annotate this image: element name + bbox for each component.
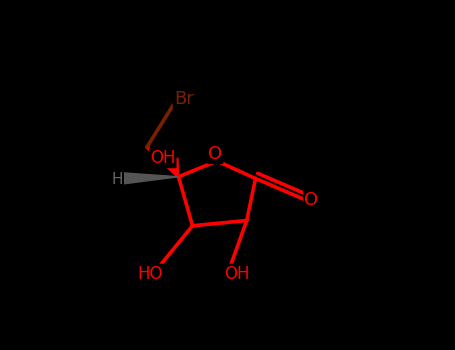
Polygon shape <box>119 173 178 184</box>
Text: O: O <box>208 145 222 163</box>
Text: OH: OH <box>225 265 250 283</box>
Text: OH: OH <box>150 149 176 167</box>
Text: HO: HO <box>137 265 162 283</box>
Polygon shape <box>165 158 178 177</box>
Text: O: O <box>304 191 318 209</box>
Text: H: H <box>111 172 123 187</box>
Text: Br: Br <box>174 90 194 108</box>
